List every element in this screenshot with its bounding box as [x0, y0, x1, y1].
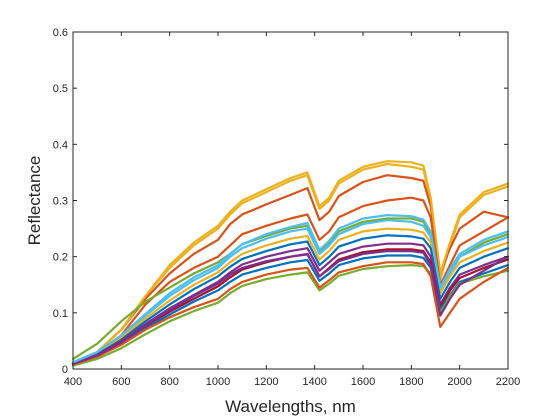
y-tick-label: 0.1: [53, 308, 68, 320]
x-tick-label: 1400: [302, 376, 326, 388]
x-tick-label: 600: [112, 376, 130, 388]
x-tick-label: 1200: [254, 376, 278, 388]
x-tick-label: 2000: [447, 376, 471, 388]
y-tick-label: 0.6: [53, 27, 68, 39]
ticks-layer: 400 600 800 1000 1200 1400 1600 1800 2000 2200 0 0.…: [53, 27, 521, 388]
y-tick-label: 0.5: [53, 83, 68, 95]
y-tick-label: 0.3: [53, 196, 68, 208]
series-layer: [71, 160, 510, 367]
x-axis-title: Wavelengths, nm: [225, 397, 356, 416]
y-tick-label: 0: [62, 364, 68, 376]
series-line-14: [71, 250, 510, 365]
x-tick-label: 1000: [206, 376, 230, 388]
x-tick-label: 800: [160, 376, 178, 388]
series-line-8: [71, 234, 510, 365]
x-tick-label: 400: [64, 376, 82, 388]
y-tick-label: 0.2: [53, 252, 68, 264]
y-tick-label: 0.4: [53, 139, 68, 151]
x-tick-label: 1600: [351, 376, 375, 388]
y-axis-title: Reflectance: [25, 156, 44, 246]
series-line-13: [71, 261, 510, 366]
series-line-15: [71, 214, 510, 364]
series-line-3: [71, 160, 510, 364]
x-tick-label: 2200: [496, 376, 520, 388]
x-tick-label: 1800: [399, 376, 423, 388]
